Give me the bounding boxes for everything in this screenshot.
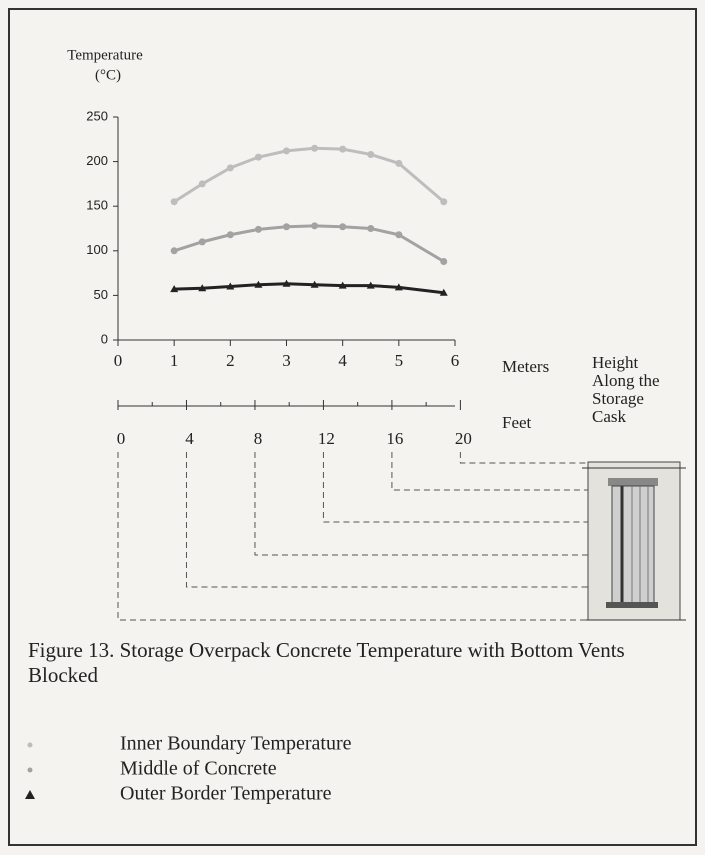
cask: [582, 461, 686, 621]
point: [198, 238, 206, 246]
legend-marker: [27, 767, 33, 773]
x2-tick-label: 20: [455, 429, 472, 448]
legend-label: Inner Boundary Temperature: [120, 733, 352, 755]
x-tick-label: 6: [451, 351, 460, 370]
leader-line: [254, 452, 588, 556]
y-tick-label: 150: [86, 198, 108, 213]
x2-tick-label: 16: [386, 429, 403, 448]
side-label: Along the: [592, 371, 660, 390]
point: [395, 231, 403, 239]
side-label: Storage: [592, 389, 644, 408]
point: [339, 145, 347, 153]
series-line: [174, 282, 444, 295]
frame: [8, 8, 697, 846]
y-label: Temperature: [67, 47, 143, 63]
caption: Figure 13. Storage Overpack Concrete Tem…: [28, 638, 625, 687]
y-label: (°C): [95, 67, 121, 83]
side-label: Height: [592, 353, 639, 372]
x2-tick-label: 12: [318, 429, 335, 448]
point: [283, 223, 290, 231]
point: [170, 198, 178, 206]
point: [338, 281, 347, 289]
y-tick-label: 50: [94, 287, 108, 302]
y-tick-label: 100: [86, 242, 108, 257]
legend-label: Outer Border Temperature: [120, 783, 332, 805]
y-tick-label: 0: [101, 331, 108, 346]
point: [395, 159, 403, 167]
legend-label: Middle of Concrete: [120, 758, 277, 780]
point: [339, 223, 347, 231]
point: [440, 258, 448, 266]
point: [367, 150, 375, 158]
point: [367, 225, 375, 232]
point: [311, 144, 319, 152]
y-tick-label: 250: [86, 108, 108, 123]
x-tick-label: 3: [282, 351, 291, 370]
point: [254, 225, 262, 233]
point: [198, 284, 207, 292]
point: [310, 280, 319, 288]
point: [226, 282, 235, 290]
point: [226, 231, 234, 239]
point: [282, 279, 291, 287]
x-tick-label: 2: [226, 351, 235, 370]
x2-tick-label: 4: [185, 429, 194, 448]
point: [366, 281, 375, 289]
x2-tick-label: 8: [254, 429, 263, 448]
point: [254, 280, 263, 288]
point: [394, 283, 403, 291]
leader-line: [391, 452, 588, 491]
series-line: [173, 224, 445, 263]
x-label: Meters: [502, 357, 549, 376]
leader-line: [185, 452, 588, 588]
point: [170, 285, 179, 293]
point: [439, 288, 448, 296]
side-label: Cask: [592, 407, 627, 426]
x2-label: Feet: [502, 413, 532, 432]
legend-marker: [27, 742, 33, 748]
x2-tick-label: 0: [117, 429, 126, 448]
leader-line: [322, 452, 588, 523]
leader-line: [117, 452, 588, 621]
point: [311, 222, 319, 230]
legend-marker: [25, 790, 35, 799]
point: [198, 180, 206, 188]
y-tick-label: 200: [86, 153, 108, 168]
point: [440, 198, 448, 206]
x-tick-label: 1: [170, 351, 179, 370]
point: [170, 247, 178, 255]
series-line: [173, 146, 445, 204]
leader-line: [459, 452, 588, 464]
x-tick-label: 0: [114, 351, 123, 370]
x-tick-label: 5: [395, 351, 404, 370]
point: [283, 147, 290, 155]
x-tick-label: 4: [338, 351, 347, 370]
point: [226, 164, 234, 172]
point: [254, 153, 262, 161]
